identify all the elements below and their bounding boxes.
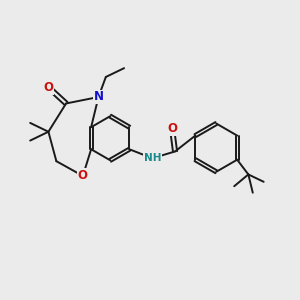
Text: O: O: [167, 122, 177, 135]
Text: O: O: [44, 81, 53, 94]
Text: NH: NH: [144, 153, 161, 163]
Text: N: N: [94, 91, 103, 103]
Text: O: O: [78, 169, 88, 182]
